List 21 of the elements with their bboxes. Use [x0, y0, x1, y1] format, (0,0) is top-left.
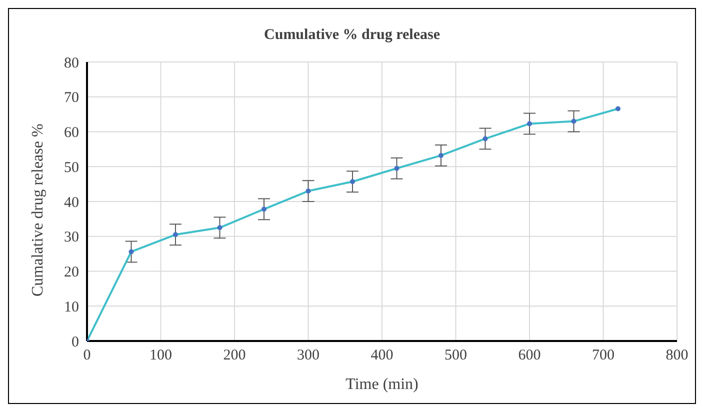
x-tick-label: 500	[444, 348, 467, 364]
x-tick-label: 800	[666, 348, 688, 364]
x-tick-label: 0	[83, 348, 91, 364]
y-tick-label: 80	[64, 55, 79, 72]
x-tick-label: 300	[297, 348, 320, 364]
y-tick-label: 20	[64, 264, 79, 281]
y-tick-label: 50	[64, 160, 79, 176]
x-tick-label: 100	[150, 348, 172, 364]
y-tick-label: 60	[64, 125, 79, 142]
x-axis-title: Time (min)	[346, 376, 418, 393]
x-tick-label: 600	[518, 348, 541, 364]
x-tick-label: 200	[223, 348, 246, 364]
y-tick-label: 70	[64, 90, 79, 106]
x-tick-label: 700	[592, 348, 614, 364]
y-tick-label: 30	[64, 230, 79, 246]
y-axis-title: Cumalative drug release %	[30, 124, 47, 296]
chart-title: Cumulative % drug release	[263, 27, 441, 44]
y-tick-label: 0	[72, 334, 79, 350]
y-tick-label: 40	[64, 194, 79, 211]
y-tick-label: 10	[64, 299, 79, 316]
x-tick-label: 400	[370, 348, 394, 364]
